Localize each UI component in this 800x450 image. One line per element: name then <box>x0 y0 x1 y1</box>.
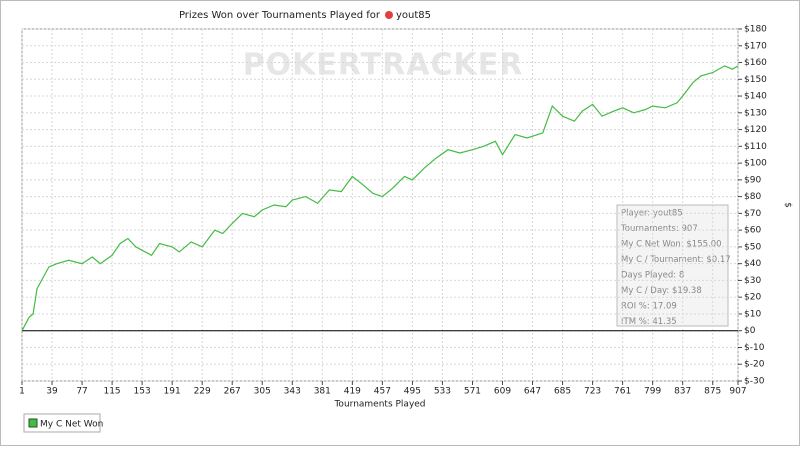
info-box-bg <box>616 204 729 327</box>
y-tick-label: $130 <box>744 108 767 118</box>
x-tick-label: 609 <box>494 387 511 397</box>
info-line: My C / Tournament: $0.17 <box>621 255 731 265</box>
y-tick-label: $-30 <box>744 377 765 387</box>
x-tick-label: 39 <box>46 387 58 397</box>
x-tick-label: 571 <box>464 387 481 397</box>
info-line: Days Played: 8 <box>621 271 684 281</box>
info-line: My C Net Won: $155.00 <box>621 240 722 250</box>
x-tick-label: 907 <box>729 387 746 397</box>
y-tick-label: $180 <box>744 25 767 35</box>
legend-label: My C Net Won <box>40 420 103 430</box>
x-tick-label: 837 <box>674 387 691 397</box>
x-tick-label: 875 <box>704 387 721 397</box>
player-name: yout85 <box>396 10 431 21</box>
info-line: ROI %: 17.09 <box>621 302 677 312</box>
x-tick-label: 419 <box>344 387 361 397</box>
x-tick-label: 343 <box>284 387 301 397</box>
y-tick-label: $100 <box>744 159 767 169</box>
info-line: ITM %: 41.35 <box>621 317 677 327</box>
x-tick-label: 381 <box>314 387 331 397</box>
y-tick-label: $60 <box>744 226 761 236</box>
y-tick-label: $10 <box>744 309 761 319</box>
y-tick-label: $-10 <box>744 343 765 353</box>
y-axis-label: $ <box>783 202 793 208</box>
x-tick-label: 533 <box>434 387 451 397</box>
y-tick-label: $70 <box>744 209 761 219</box>
legend <box>23 413 101 433</box>
x-tick-label: 267 <box>224 387 241 397</box>
x-tick-label: 457 <box>374 387 391 397</box>
y-tick-label: $120 <box>744 125 767 135</box>
x-axis-label: Tournaments Played <box>333 400 425 410</box>
x-tick-label: 799 <box>644 387 661 397</box>
x-tick-label: 495 <box>404 387 421 397</box>
x-tick-label: 229 <box>194 387 211 397</box>
watermark: POKERTRACKER <box>243 48 524 83</box>
y-tick-label: $50 <box>744 242 761 252</box>
x-tick-label: 305 <box>254 387 271 397</box>
x-tick-label: 115 <box>103 387 120 397</box>
info-line: My C / Day: $19.38 <box>621 286 702 296</box>
y-tick-label: $110 <box>744 142 767 152</box>
chart-title: Prizes Won over Tournaments Played for <box>179 10 381 21</box>
y-tick-label: $0 <box>744 326 756 336</box>
y-tick-label: $-20 <box>744 360 765 370</box>
line <box>21 65 739 331</box>
y-tick-label: $80 <box>744 192 761 202</box>
y-tick-label: $150 <box>744 75 767 85</box>
y-tick-label: $40 <box>744 259 761 269</box>
player-icon <box>385 11 393 19</box>
info-line: Tournaments: 907 <box>620 224 698 234</box>
x-tick-label: 685 <box>554 387 571 397</box>
y-tick-label: $160 <box>744 58 767 68</box>
x-tick-label: 153 <box>134 387 151 397</box>
x-tick-label: 1 <box>19 387 25 397</box>
y-tick-label: $30 <box>744 276 761 286</box>
x-tick-label: 191 <box>164 387 181 397</box>
legend-swatch <box>28 418 38 428</box>
x-tick-label: 723 <box>584 387 601 397</box>
y-tick-label: $140 <box>744 92 767 102</box>
y-tick-label: $90 <box>744 175 761 185</box>
x-tick-label: 647 <box>524 387 541 397</box>
y-tick-label: $170 <box>744 41 767 51</box>
x-tick-label: 761 <box>614 387 631 397</box>
x-tick-label: 77 <box>76 387 87 397</box>
y-tick-label: $20 <box>744 293 761 303</box>
